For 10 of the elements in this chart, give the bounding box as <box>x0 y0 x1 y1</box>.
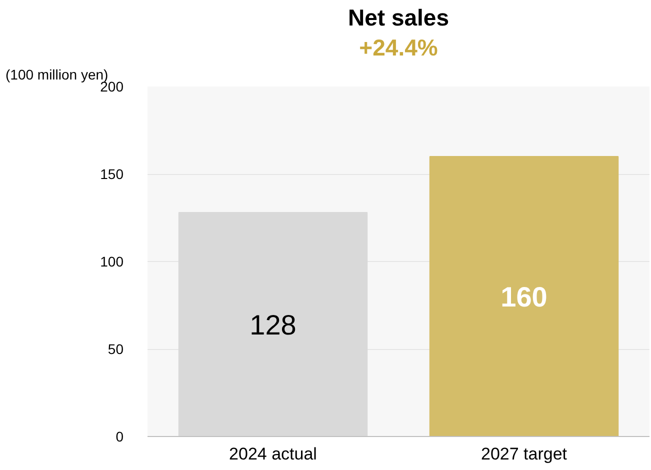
y-tick-label: 50 <box>108 341 124 357</box>
data-label: 160 <box>500 282 548 312</box>
y-tick-label: 0 <box>116 428 124 444</box>
x-tick-label: 2027 target <box>480 444 568 464</box>
x-tick-label: 2024 actual <box>229 444 317 464</box>
chart-title: Net sales <box>348 4 450 30</box>
data-label: 128 <box>250 310 296 340</box>
y-tick-label: 150 <box>100 166 124 182</box>
chart-subtitle: +24.4% <box>359 34 438 60</box>
y-tick-label: 100 <box>100 254 124 270</box>
